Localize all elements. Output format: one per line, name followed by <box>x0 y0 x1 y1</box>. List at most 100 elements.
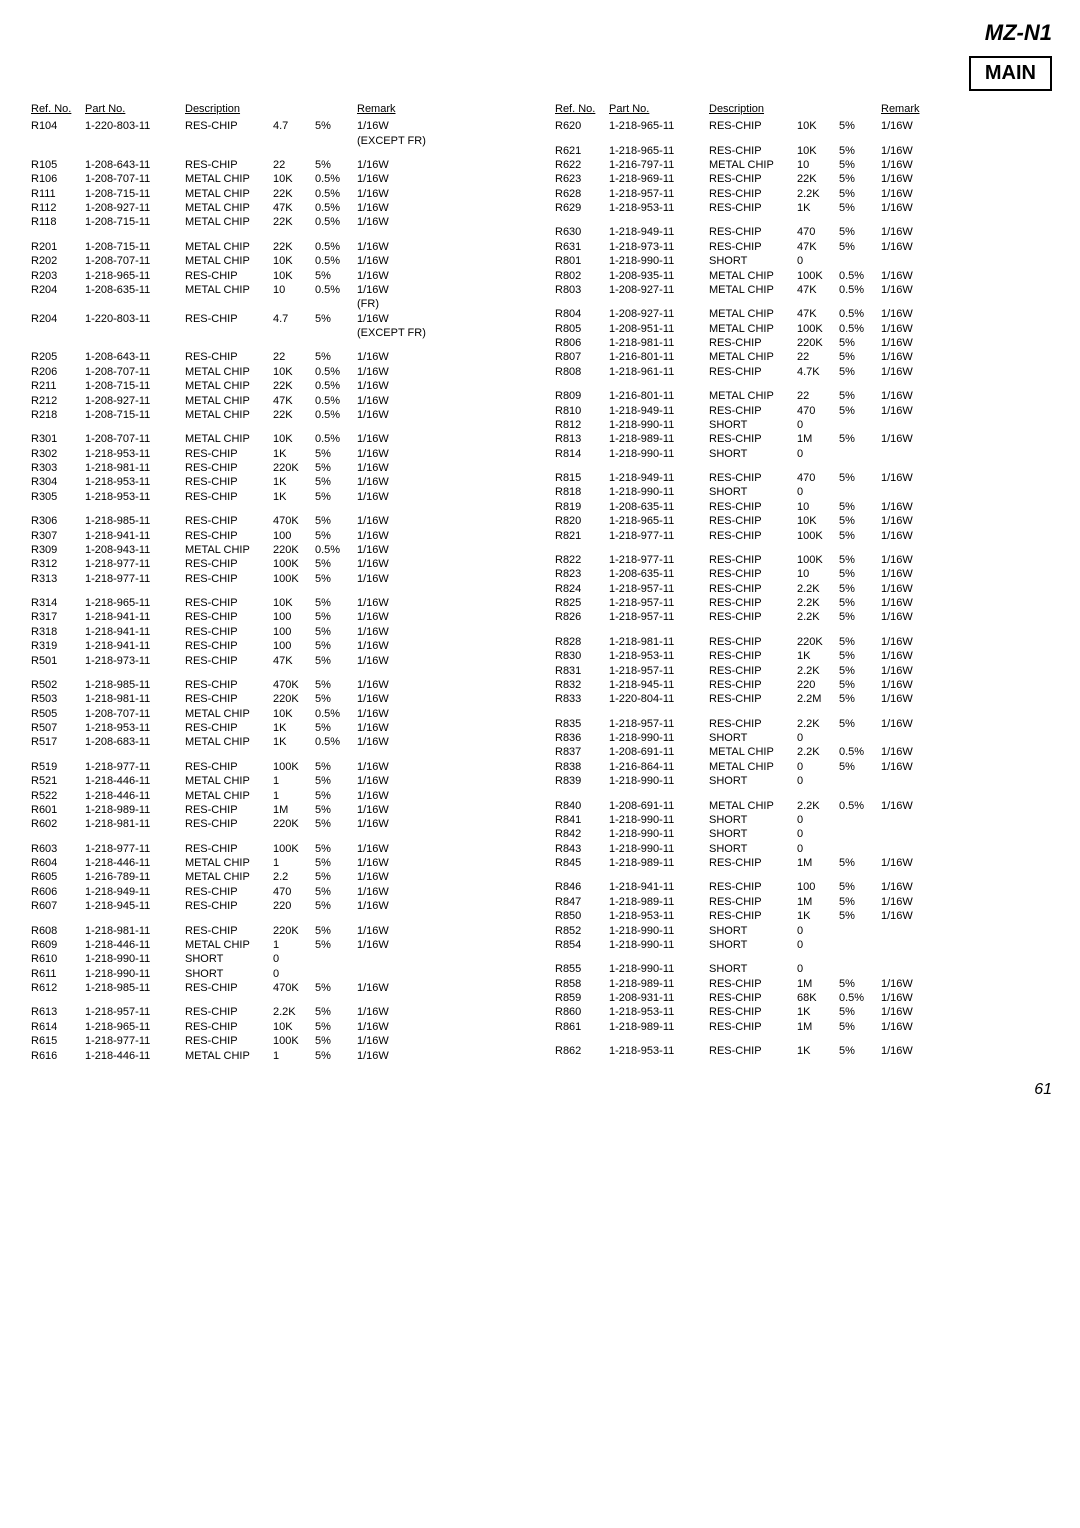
model-label: MZ-N1 <box>985 20 1052 46</box>
cell: 5% <box>312 639 354 653</box>
cell: 1-208-707-11 <box>82 432 182 446</box>
cell: R118 <box>28 215 82 229</box>
table-row: R8181-218-990-11SHORT0 <box>552 485 1052 499</box>
table-row: R6081-218-981-11RES-CHIP220K5%1/16W <box>28 923 528 937</box>
table-row: R1061-208-707-11METAL CHIP10K0.5%1/16W <box>28 172 528 186</box>
cell: METAL CHIP <box>182 187 270 201</box>
table-row <box>552 1034 1052 1044</box>
cell: R610 <box>28 952 82 966</box>
cell: 1-208-635-11 <box>606 567 706 581</box>
cell: 0.5% <box>312 393 354 407</box>
cell: RES-CHIP <box>182 899 270 913</box>
cell: 1-218-949-11 <box>606 403 706 417</box>
table-row: R8381-216-864-11METAL CHIP05%1/16W <box>552 760 1052 774</box>
cell: 5% <box>312 856 354 870</box>
cell: 2.2K <box>794 663 836 677</box>
cell: R611 <box>28 967 82 981</box>
cell: 100K <box>270 557 312 571</box>
cell: RES-CHIP <box>182 490 270 504</box>
cell: 0.5% <box>836 322 878 336</box>
cell: 5% <box>312 788 354 802</box>
cell: R631 <box>552 240 606 254</box>
table-row: R8201-218-965-11RES-CHIP10K5%1/16W <box>552 514 1052 528</box>
table-row: R8121-218-990-11SHORT0 <box>552 418 1052 432</box>
cell: 470 <box>794 403 836 417</box>
cell: 5% <box>312 1034 354 1048</box>
cell: 0.5% <box>312 201 354 215</box>
cell: 5% <box>312 1005 354 1019</box>
cell: 1/16W <box>354 842 528 856</box>
cell: 1/16W <box>354 938 528 952</box>
cell: R819 <box>552 500 606 514</box>
cell: 1/16W <box>878 610 1052 624</box>
cell: 1/16W <box>354 803 528 817</box>
cell: 1-218-961-11 <box>606 365 706 379</box>
cell: 1-218-981-11 <box>606 635 706 649</box>
cell: R301 <box>28 432 82 446</box>
cell: 47K <box>270 393 312 407</box>
cell: 0.5% <box>836 798 878 812</box>
cell: R212 <box>28 393 82 407</box>
cell: 5% <box>312 870 354 884</box>
cell: 1/16W <box>878 856 1052 870</box>
cell: METAL CHIP <box>182 856 270 870</box>
cell: METAL CHIP <box>182 393 270 407</box>
cell: 1-218-990-11 <box>606 962 706 976</box>
table-row: R8031-208-927-11METAL CHIP47K0.5%1/16W <box>552 283 1052 297</box>
cell <box>270 326 312 340</box>
table-row <box>28 504 528 514</box>
cell: RES-CHIP <box>182 803 270 817</box>
cell: 470 <box>794 471 836 485</box>
cell: 1/16W <box>354 1005 528 1019</box>
cell: 0.5% <box>312 172 354 186</box>
cell: 22K <box>270 187 312 201</box>
cell: 1-218-981-11 <box>82 461 182 475</box>
cell: 2.2K <box>794 187 836 201</box>
table-row: R8581-218-989-11RES-CHIP1M5%1/16W <box>552 977 1052 991</box>
cell <box>82 326 182 340</box>
cell: 1/16W <box>354 393 528 407</box>
cell: 220K <box>270 923 312 937</box>
cell: 1/16W <box>354 817 528 831</box>
cell: 1-218-953-11 <box>606 1044 706 1058</box>
cell: RES-CHIP <box>706 596 794 610</box>
cell: 10 <box>794 500 836 514</box>
cell: 5% <box>836 909 878 923</box>
cell: 5% <box>836 365 878 379</box>
cell <box>312 297 354 311</box>
cell: 1/16W <box>354 774 528 788</box>
cell: 1/16W <box>878 977 1052 991</box>
cell: (EXCEPT FR) <box>354 133 528 147</box>
cell: 0.5% <box>836 991 878 1005</box>
cell: RES-CHIP <box>706 856 794 870</box>
cell: SHORT <box>706 774 794 788</box>
cell: 1-218-965-11 <box>82 1020 182 1034</box>
cell: 1/16W <box>878 991 1052 1005</box>
table-row: R3071-218-941-11RES-CHIP1005%1/16W <box>28 528 528 542</box>
cell: 1/16W <box>354 158 528 172</box>
cell <box>878 827 1052 841</box>
cell: R604 <box>28 856 82 870</box>
cell: 1-218-990-11 <box>606 418 706 432</box>
cell: RES-CHIP <box>182 885 270 899</box>
cell: 2.2K <box>794 582 836 596</box>
cell: 5% <box>312 596 354 610</box>
cell: 1-216-864-11 <box>606 760 706 774</box>
cell: 1/16W <box>354 475 528 489</box>
cell: (EXCEPT FR) <box>354 326 528 340</box>
cell: 1/16W <box>354 432 528 446</box>
cell: R808 <box>552 365 606 379</box>
cell: RES-CHIP <box>182 475 270 489</box>
cell: R621 <box>552 143 606 157</box>
cell: RES-CHIP <box>182 268 270 282</box>
table-row: R8411-218-990-11SHORT0 <box>552 813 1052 827</box>
cell: 1-216-801-11 <box>606 350 706 364</box>
cell: 68K <box>794 991 836 1005</box>
cell: METAL CHIP <box>706 389 794 403</box>
table-row: R6281-218-957-11RES-CHIP2.2K5%1/16W <box>552 187 1052 201</box>
cell: 1/16W <box>878 678 1052 692</box>
table-row: R3171-218-941-11RES-CHIP1005%1/16W <box>28 610 528 624</box>
cell: 47K <box>794 240 836 254</box>
table-row <box>552 461 1052 471</box>
cell: 5% <box>312 557 354 571</box>
